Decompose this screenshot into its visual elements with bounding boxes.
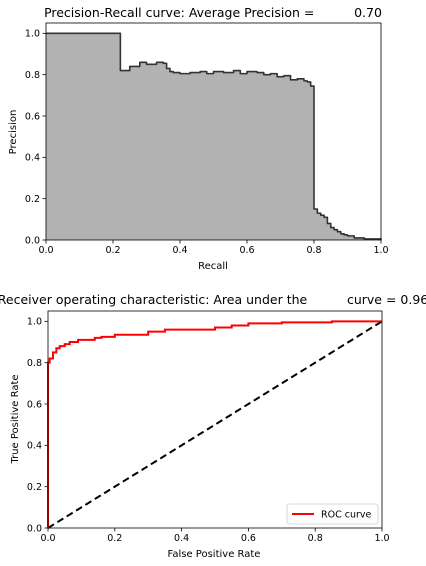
legend: ROC curve bbox=[286, 503, 379, 525]
y-tick-label: 0.0 bbox=[27, 523, 42, 534]
legend-label: ROC curve bbox=[321, 510, 372, 521]
x-tick-label: 1.0 bbox=[373, 245, 388, 256]
y-axis-label: True Positive Rate bbox=[10, 374, 21, 464]
y-tick-label: 0.4 bbox=[25, 153, 40, 164]
y-tick-label: 1.0 bbox=[25, 29, 40, 40]
roc-curve-line bbox=[47, 320, 382, 528]
x-tick-label: 0.4 bbox=[174, 533, 189, 544]
precision-recall-line bbox=[46, 32, 382, 240]
precision-recall-area bbox=[46, 33, 381, 240]
y-tick-label: 0.6 bbox=[25, 111, 40, 122]
plot-area: 0.0 0.2 0.4 0.6 0.8 1.0 0.0 0.2 0.4 0.6 0.8 1.0 ROC … bbox=[27, 310, 390, 544]
x-axis-label: False Positive Rate bbox=[168, 549, 261, 560]
plot-area: 0.0 0.2 0.4 0.6 0.8 1.0 0.0 0.2 0.4 0.6 0.8 1.0 bbox=[25, 22, 389, 256]
y-tick-label: 0.8 bbox=[25, 70, 40, 81]
y-tick-label: 0.0 bbox=[25, 235, 40, 246]
y-tick-label: 0.6 bbox=[27, 399, 42, 410]
chart-title: Receiver operating characteristic: Area … bbox=[0, 292, 426, 307]
legend-box bbox=[286, 503, 379, 525]
x-tick-label: 0.6 bbox=[239, 245, 254, 256]
x-tick-label: 0.2 bbox=[107, 533, 122, 544]
plot-frame bbox=[45, 22, 382, 241]
y-tick-label: 0.8 bbox=[27, 358, 42, 369]
y-tick-label: 0.4 bbox=[27, 441, 42, 452]
x-tick-label: 1.0 bbox=[374, 533, 389, 544]
x-tick-label: 0.0 bbox=[38, 245, 53, 256]
plot-frame bbox=[47, 310, 383, 529]
y-tick-label: 1.0 bbox=[27, 317, 42, 328]
chance-diagonal-line bbox=[47, 320, 383, 529]
x-tick-label: 0.6 bbox=[241, 533, 256, 544]
chart-title: Precision-Recall curve: Average Precisio… bbox=[44, 5, 382, 20]
y-tick-label: 0.2 bbox=[27, 482, 42, 493]
y-tick-label: 0.2 bbox=[25, 194, 40, 205]
x-tick-label: 0.8 bbox=[308, 533, 323, 544]
roc-chart: Receiver operating characteristic: Area … bbox=[0, 292, 426, 560]
y-axis-label: Precision bbox=[8, 110, 19, 155]
x-tick-label: 0.4 bbox=[172, 245, 187, 256]
precision-recall-chart: Precision-Recall curve: Average Precisio… bbox=[8, 5, 389, 272]
x-tick-label: 0.8 bbox=[306, 245, 321, 256]
x-axis-label: Recall bbox=[198, 261, 228, 272]
x-tick-label: 0.2 bbox=[105, 245, 120, 256]
x-tick-label: 0.0 bbox=[40, 533, 55, 544]
